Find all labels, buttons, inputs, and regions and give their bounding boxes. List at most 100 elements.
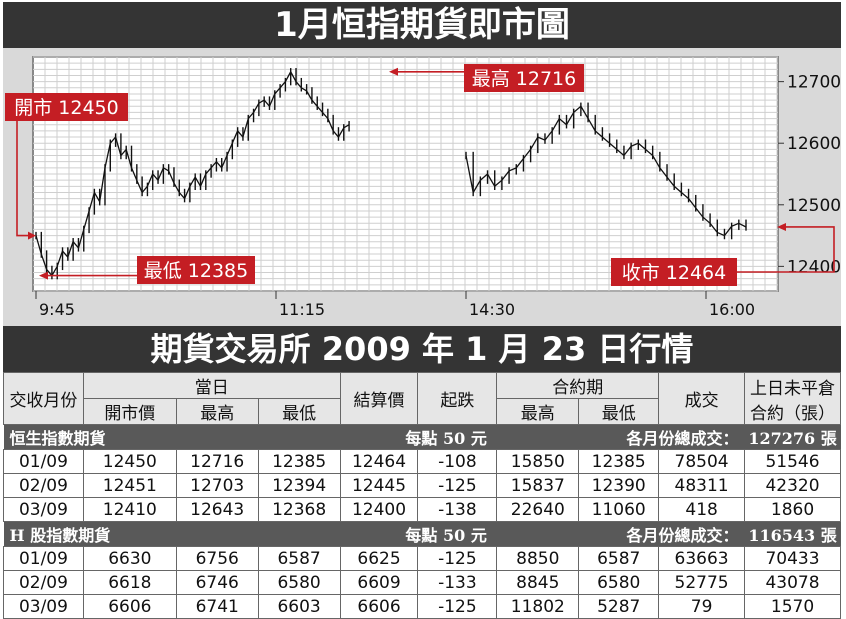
low-annotation-label: 最低 12385 <box>144 260 248 282</box>
table-cell: 418 <box>658 497 746 522</box>
table-cell: 15837 <box>496 473 580 498</box>
table-cell: -125 <box>417 546 498 571</box>
table-cell: 6746 <box>175 570 259 595</box>
table-cell: 42320 <box>744 473 841 498</box>
table-cell: 12385 <box>257 449 341 474</box>
table-cell: 79 <box>658 594 746 619</box>
table-cell: -138 <box>417 497 498 522</box>
table-header-row-2: 開市價 最高 最低 最高 最低 <box>4 398 841 425</box>
high-annotation-box <box>464 64 584 92</box>
high-arrowhead <box>389 67 398 76</box>
header-contract-month: 交收月份 <box>3 372 84 425</box>
group-name: H 股指數期貨 <box>3 521 341 547</box>
group-row: 恒生指數期貨 每點 50 元各月份總成交： 127276 張 <box>3 424 841 450</box>
table-cell: 6756 <box>175 546 259 571</box>
open-annotation-box <box>5 93 128 121</box>
table-cell: 12400 <box>339 497 419 522</box>
close-arrow <box>737 226 835 273</box>
table-cell: 12643 <box>175 497 259 522</box>
table-cell: 11060 <box>578 497 660 522</box>
header-high: 最高 <box>175 398 259 425</box>
table-cell: 6606 <box>339 594 419 619</box>
table-cell: 6580 <box>257 570 341 595</box>
header-today: 當日 <box>82 372 341 399</box>
table-cell: 22640 <box>496 497 580 522</box>
table-cell: 6630 <box>82 546 177 571</box>
chart-title: 1月恒指期貨即市圖 <box>3 2 841 48</box>
table-row: 03/09 6606 6741 6603 6606 -125 11802 5287 79 1570 <box>3 594 841 619</box>
table-cell: 70433 <box>744 546 841 571</box>
table-cell: 12450 <box>82 449 177 474</box>
header-settle: 結算價 <box>339 372 419 425</box>
table-cell: 6580 <box>578 570 660 595</box>
table-cell: 48311 <box>658 473 746 498</box>
table-cell: 12394 <box>257 473 341 498</box>
open-annotation-label: 開市 12450 <box>14 97 118 119</box>
table-cell: 63663 <box>658 546 746 571</box>
table-cell: -125 <box>417 473 498 498</box>
table-cell: 51546 <box>744 449 841 474</box>
group-total-label: 各月份總成交： <box>496 521 745 547</box>
header-open-interest: 上日未平倉合約（張） <box>744 372 841 425</box>
table-cell: 12451 <box>82 473 177 498</box>
group-name: 恒生指數期貨 <box>3 424 341 450</box>
x-tick-label: 16:00 <box>709 300 755 319</box>
market-table: 交收月份 當日 結算價 起跌 合約期 成交 上日未平倉合約（張） 開市價 最高 … <box>3 372 841 619</box>
table-cell: 03/09 <box>3 497 84 522</box>
group-row: H 股指數期貨 每點 50 元各月份總成交： 116543 張 <box>3 521 841 547</box>
table-cell: 6606 <box>82 594 177 619</box>
header-change: 起跌 <box>417 372 498 425</box>
table-cell: 02/09 <box>3 570 84 595</box>
group-total: 116543 張 <box>744 521 841 547</box>
table-row: 03/09 12410 12643 12368 12400 -138 22640 11060 4… <box>3 497 841 522</box>
table-row: 01/09 6630 6756 6587 6625 -125 8850 6587 63663 70… <box>3 546 841 571</box>
close-arrowhead <box>777 222 786 231</box>
table-cell: 6587 <box>578 546 660 571</box>
table-cell: 12390 <box>578 473 660 498</box>
table-cell: 6587 <box>257 546 341 571</box>
high-annotation-label: 最高 12716 <box>472 68 576 90</box>
x-tick-label: 11:15 <box>279 300 325 319</box>
group-total: 127276 張 <box>744 424 841 450</box>
x-tick-label: 14:30 <box>469 300 515 319</box>
table-cell: 6603 <box>257 594 341 619</box>
table-header-row-1: 交收月份 當日 結算價 起跌 合約期 成交 上日未平倉合約（張） <box>3 372 841 425</box>
table-cell: 12368 <box>257 497 341 522</box>
table-cell: 12445 <box>339 473 419 498</box>
table-cell: 15850 <box>496 449 580 474</box>
table-cell: 12385 <box>578 449 660 474</box>
table-cell: 03/09 <box>3 594 84 619</box>
table-row: 02/09 12451 12703 12394 12445 -125 15837 12390 4… <box>3 473 841 498</box>
low-annotation-box <box>137 256 255 284</box>
table-cell: 1860 <box>744 497 841 522</box>
table-cell: -108 <box>417 449 498 474</box>
table-cell: 12410 <box>82 497 177 522</box>
table-title: 期貨交易所 2009 年 1 月 23 日行情 <box>3 326 841 372</box>
table-row: 01/09 12450 12716 12385 12464 -108 15850 12385 7… <box>3 449 841 474</box>
group-total-label: 各月份總成交： <box>496 424 745 450</box>
table-cell: 8845 <box>496 570 580 595</box>
open-arrow <box>16 121 31 237</box>
y-tick-label: 12700 <box>787 73 841 93</box>
y-tick-label: 12600 <box>787 134 841 154</box>
table-row: 02/09 6618 6746 6580 6609 -133 8845 6580 52775 43… <box>3 570 841 595</box>
table-cell: 12464 <box>339 449 419 474</box>
table-cell: 02/09 <box>3 473 84 498</box>
intraday-chart: 12400 12500 12600 12700 9:45 11:15 14:30 16:00 開… <box>5 56 841 319</box>
close-annotation-box <box>611 258 737 286</box>
low-arrowhead <box>39 271 48 280</box>
table-cell: 01/09 <box>3 546 84 571</box>
header-contract-period: 合約期 <box>496 372 660 399</box>
table-cell: 6609 <box>339 570 419 595</box>
header-cp-low: 最低 <box>578 398 660 425</box>
x-tick-label: 9:45 <box>39 300 75 319</box>
y-tick-label: 12500 <box>787 196 841 216</box>
table-cell: 6625 <box>339 546 419 571</box>
price-line <box>465 105 747 237</box>
table-cell: 8850 <box>496 546 580 571</box>
group-per-point: 每點 50 元 <box>340 424 497 450</box>
table-cell: 11802 <box>496 594 580 619</box>
header-volume: 成交 <box>658 372 746 425</box>
table-cell: 12716 <box>175 449 259 474</box>
table-cell: 12703 <box>175 473 259 498</box>
